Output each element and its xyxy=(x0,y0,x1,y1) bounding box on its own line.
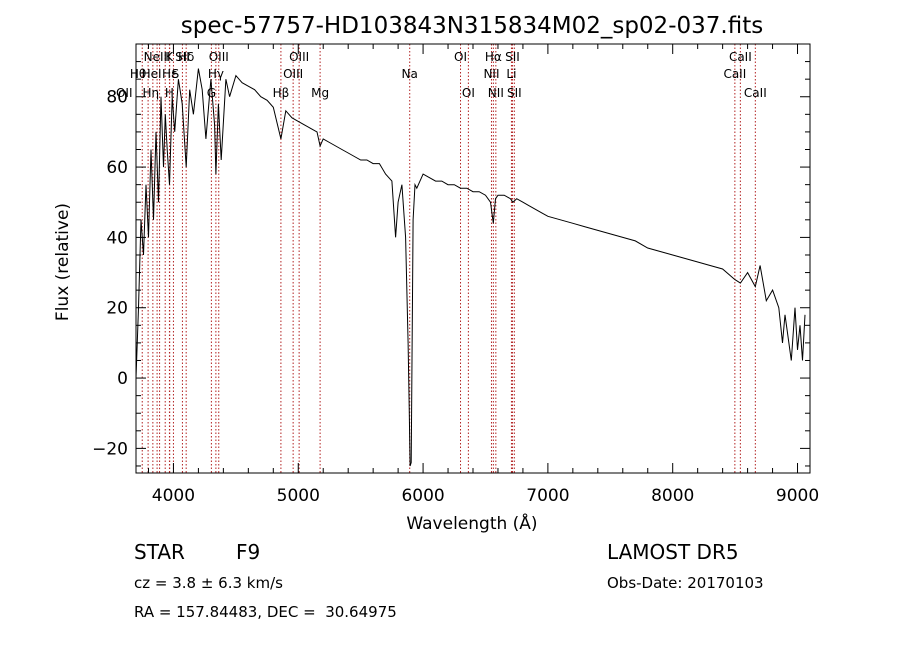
line-label-14: Hβ xyxy=(273,86,290,100)
line-label-18: Na xyxy=(402,67,418,81)
x-tick-label-3: 7000 xyxy=(526,486,569,506)
line-label-10: Hδ xyxy=(178,50,194,64)
line-label-16: OIII xyxy=(289,50,309,64)
x-tick-label-0: 4000 xyxy=(152,486,195,506)
line-label-22: Hα xyxy=(485,50,502,64)
line-label-17: Mg xyxy=(311,86,329,100)
line-label-28: CaII xyxy=(729,50,752,64)
line-label-4: HeI xyxy=(142,67,162,81)
line-label-8: S xyxy=(172,67,180,81)
line-label-27: CaII xyxy=(723,67,746,81)
line-label-26: SII xyxy=(507,86,522,100)
x-tick-label-1: 5000 xyxy=(277,486,320,506)
y-axis-label: Flux (relative) xyxy=(53,203,73,321)
line-label-19: OI xyxy=(454,50,467,64)
line-label-29: CaII xyxy=(744,86,767,100)
line-label-2: Hη xyxy=(143,86,160,100)
line-label-11: G xyxy=(207,86,216,100)
line-label-20: OI xyxy=(462,86,475,100)
y-tick-label-4: 60 xyxy=(106,158,128,178)
line-label-7: Hε xyxy=(162,67,178,81)
line-label-5: K xyxy=(165,50,174,64)
line-label-23: NII xyxy=(488,86,504,100)
x-tick-label-2: 6000 xyxy=(401,486,444,506)
redshift-cz: cz = 3.8 ± 6.3 km/s xyxy=(134,574,283,592)
x-axis-ticks: 4000 5000 6000 7000 8000 9000 xyxy=(147,44,819,506)
object-subclass: F9 xyxy=(236,540,261,564)
chart-title: spec-57757-HD103843N315834M02_sp02-037.f… xyxy=(181,13,763,39)
line-label-0: OII xyxy=(116,86,133,100)
spectral-line-markers xyxy=(141,44,756,473)
line-label-3: NeIII xyxy=(144,50,171,64)
y-axis-ticks: −20 0 20 40 60 80 xyxy=(92,61,810,467)
line-label-21: NII xyxy=(483,67,499,81)
line-label-24: Li xyxy=(506,67,516,81)
plot-frame xyxy=(135,43,811,474)
survey-name: LAMOST DR5 xyxy=(607,540,739,564)
y-tick-label-1: 0 xyxy=(117,369,128,389)
spectrum-line xyxy=(135,68,806,467)
line-label-15: OIII xyxy=(283,67,303,81)
line-label-1: Hθ xyxy=(130,67,146,81)
line-label-13: OIII xyxy=(209,50,229,64)
spectral-line-labels: OIIHθHηNeIIIHeIKHHεSSIIHδGHγOIIIHβOIIIOI… xyxy=(116,50,767,100)
y-tick-label-5: 80 xyxy=(106,88,128,108)
x-axis-label: Wavelength (Å) xyxy=(406,512,537,534)
coordinates: RA = 157.84483, DEC = 30.64975 xyxy=(134,603,397,621)
line-label-25: SII xyxy=(505,50,520,64)
line-label-6: H xyxy=(165,86,174,100)
y-tick-label-0: −20 xyxy=(92,439,128,459)
x-tick-label-5: 9000 xyxy=(776,486,819,506)
y-tick-label-2: 20 xyxy=(106,299,128,319)
x-tick-label-4: 8000 xyxy=(651,486,694,506)
line-label-9: SII xyxy=(175,50,190,64)
line-label-12: Hγ xyxy=(208,67,224,81)
y-tick-label-3: 40 xyxy=(106,228,128,248)
observation-date: Obs-Date: 20170103 xyxy=(607,574,764,592)
object-type: STAR xyxy=(134,540,185,564)
